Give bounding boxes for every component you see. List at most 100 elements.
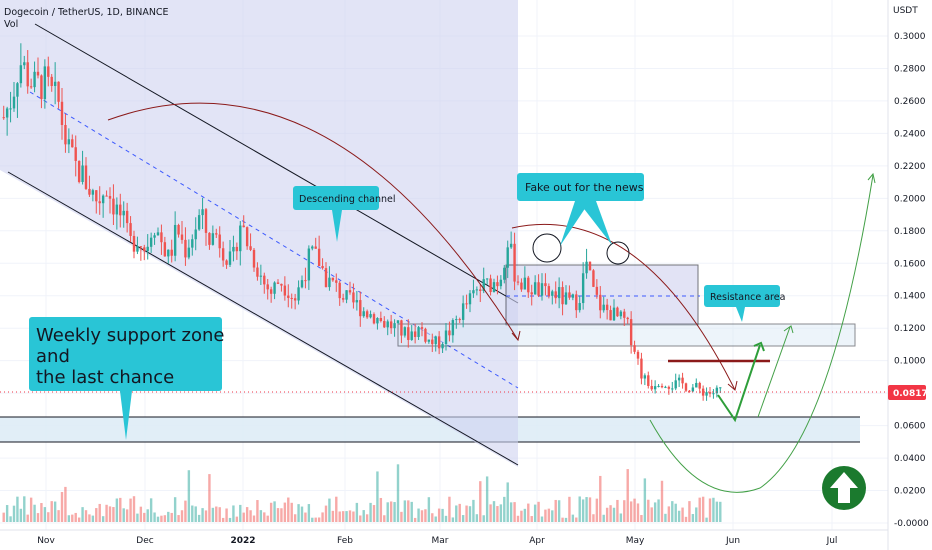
volume-bar [170, 512, 173, 522]
volume-bar [338, 511, 341, 522]
candle-body [479, 289, 482, 291]
candle-body [287, 295, 290, 298]
candle-body [324, 268, 328, 288]
volume-bar [383, 515, 386, 522]
candle-body [581, 273, 585, 304]
volume-bar [400, 511, 403, 522]
candle-body [95, 190, 98, 202]
price-tick-label: 0.3000 [894, 32, 926, 42]
candle-body [362, 311, 365, 317]
range-box [505, 264, 699, 326]
volume-bar [681, 507, 684, 522]
current-price-value: 0.0817 [893, 389, 928, 399]
candle-body [455, 319, 458, 321]
fakeout-callout[interactable]: Fake out for the news [517, 173, 644, 246]
volume-bar [698, 497, 701, 522]
volume-bar [592, 514, 595, 522]
descending-channel-callout[interactable]: Descending channel [293, 186, 396, 242]
volume-bar [245, 507, 249, 522]
candle-body [647, 375, 650, 386]
volume-bar [314, 517, 317, 522]
volume-bar [448, 496, 451, 522]
candle-body [396, 320, 400, 324]
volume-bar [489, 504, 492, 522]
volume-bar [581, 499, 585, 522]
volume-bar [352, 511, 355, 522]
candle-body [98, 201, 101, 204]
resistance-callout[interactable]: Resistance area [704, 285, 785, 322]
support-zone-callout[interactable]: Weekly support zone and the last chance [29, 317, 224, 440]
volume-bar [623, 500, 626, 522]
candle-body [523, 277, 527, 290]
time-tick-label: Jun [725, 536, 740, 546]
volume-bar [345, 511, 348, 522]
candle-body [650, 385, 653, 390]
volume-bar [324, 505, 328, 522]
volume-bar [273, 501, 276, 522]
candle-body [139, 246, 143, 248]
volume-bar [684, 516, 688, 522]
price-tick-label: 0.1400 [894, 292, 926, 302]
candle-body [551, 291, 554, 296]
candle-body [365, 311, 369, 318]
volume-bar [636, 503, 640, 522]
price-axis[interactable]: USDT 0.3000 0.2800 0.2600 0.2400 0.2200 0.200… [887, 0, 929, 550]
volume-bar [396, 464, 400, 522]
volume-bar [81, 507, 84, 522]
candle-body [575, 294, 578, 311]
candle-body [245, 227, 249, 247]
volume-bar [160, 515, 163, 522]
time-axis[interactable]: Nov Dec 2022 Feb Mar Apr May Jun Jul [0, 529, 888, 546]
volume-bar [64, 486, 67, 522]
volume-bar [184, 500, 187, 522]
candle-body [71, 139, 74, 148]
fakeout-label: Fake out for the news [525, 181, 644, 194]
volume-bar [218, 507, 221, 522]
candle-body [592, 270, 595, 287]
volume-bar [132, 496, 136, 522]
price-tick-label: -0.0000 [894, 519, 929, 529]
candle-body [383, 320, 386, 328]
candle-body [191, 239, 194, 248]
candle-body [609, 310, 612, 321]
candle-body [201, 209, 204, 216]
candle-body [218, 234, 221, 249]
time-tick-label: May [626, 536, 645, 546]
volume-bar [125, 509, 129, 522]
volume-series [2, 464, 722, 522]
volume-bar [575, 517, 578, 522]
candle-body [341, 298, 345, 300]
arc-arrowhead-2 [727, 380, 738, 391]
candle-body [101, 195, 105, 204]
volume-bar [36, 513, 40, 522]
volume-bar [595, 498, 599, 522]
candle-body [297, 287, 300, 301]
candle-body [393, 323, 396, 329]
volume-bar [417, 508, 420, 522]
candle-body [588, 261, 592, 271]
volume-bar [393, 502, 396, 522]
volume-bar [91, 515, 95, 522]
volume-bar [50, 501, 53, 522]
second-arc [511, 223, 736, 391]
candle-body [235, 246, 239, 252]
volume-bar [156, 516, 160, 522]
volume-bar [149, 498, 153, 522]
candle-body [705, 392, 708, 396]
candle-body [64, 124, 67, 145]
volume-bar [530, 516, 533, 522]
candle-body [197, 215, 201, 230]
volume-bar [105, 504, 108, 522]
volume-bar [626, 469, 629, 522]
candle-body [314, 246, 317, 249]
volume-bar [232, 505, 235, 522]
candle-body [125, 210, 129, 224]
candle-body [12, 96, 16, 109]
descending-channel-label: Descending channel [299, 194, 396, 205]
candle-body [115, 204, 119, 215]
candle-body [36, 71, 40, 76]
price-tick-label: 0.0600 [894, 422, 926, 432]
candle-body [170, 249, 173, 256]
